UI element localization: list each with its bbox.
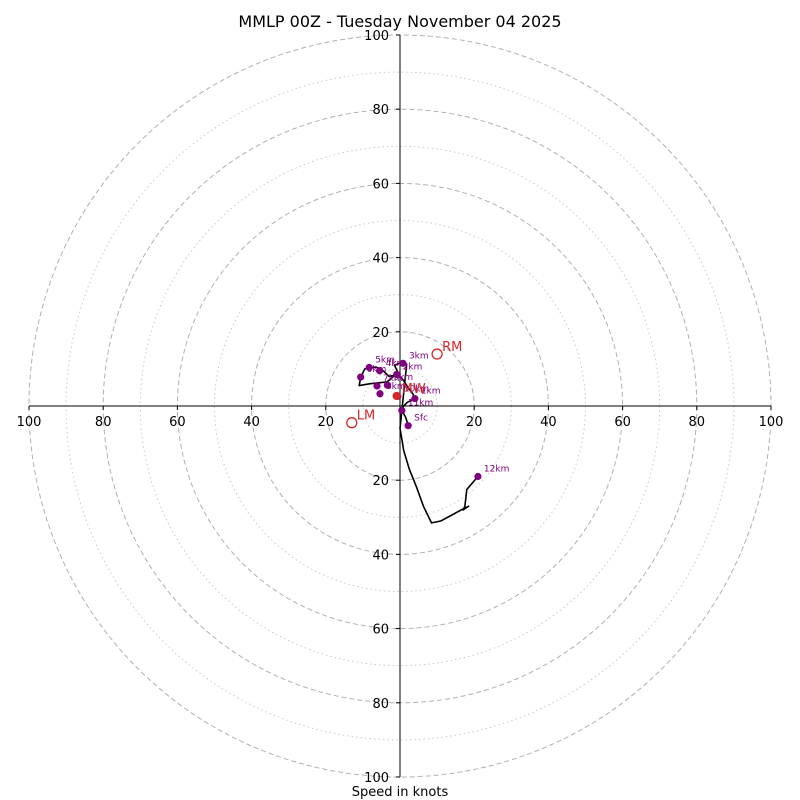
y-tick-label: 40 [372, 548, 389, 563]
tick-labels: 100 80 60 40 20 20 40 60 80 100 100 80 60 40 20 20 40 60 8… [17, 29, 784, 786]
height-marker-9km [383, 381, 391, 389]
y-tick-label: 60 [372, 177, 389, 192]
height-label-6km: 6km [367, 365, 387, 375]
y-tick-label: 80 [372, 103, 389, 118]
height-label-10km: 10km [404, 384, 429, 394]
axes [29, 35, 771, 777]
chart-title: MMLP 00Z - Tuesday November 04 2025 [238, 12, 561, 31]
y-tick-label: 80 [372, 697, 389, 712]
height-marker-Sfc [404, 422, 412, 430]
height-marker-7km [373, 382, 381, 390]
height-label-12km: 12km [484, 464, 509, 474]
y-tick-label: 20 [372, 474, 389, 489]
height-label-4km: 4km [386, 359, 406, 369]
x-tick-label: 20 [318, 415, 335, 430]
y-tick-label: 100 [364, 29, 389, 44]
y-tick-label: 20 [372, 326, 389, 341]
storm-label-RM: RM [442, 340, 462, 355]
height-label-11km: 11km [408, 398, 433, 408]
storm-label-MW: MW [402, 382, 426, 397]
x-axis-label: Speed in knots [352, 785, 449, 800]
x-tick-label: 40 [540, 415, 557, 430]
height-label-1km: 1km [421, 387, 441, 397]
height-label-2km: 2km [403, 362, 423, 372]
x-tick-label: 20 [466, 415, 483, 430]
height-marker-3km [399, 359, 407, 367]
height-marker-8km [376, 390, 384, 398]
x-tick-label: 80 [95, 415, 112, 430]
x-tick-label: 40 [243, 415, 260, 430]
storm-label-LM: LM [357, 409, 375, 424]
height-marker-12km [474, 472, 482, 481]
height-label-7km: 7km [383, 374, 403, 384]
x-tick-label: 60 [614, 415, 631, 430]
height-label-8km: 8km [386, 382, 406, 392]
x-tick-label: 100 [759, 415, 784, 430]
x-tick-label: 100 [17, 415, 42, 430]
height-marker-2km [393, 370, 401, 379]
storm-marker-MW [392, 391, 401, 401]
height-label-3km: 3km [409, 351, 429, 361]
storm-motion-markers: RM LM MW [346, 340, 462, 429]
height-label-9km: 9km [393, 373, 413, 383]
height-marker-6km [357, 373, 365, 381]
height-label-Sfc: Sfc [414, 414, 428, 424]
height-marker-4km [375, 367, 384, 375]
x-tick-label: 80 [689, 415, 706, 430]
height-marker-11km [398, 406, 406, 415]
y-tick-label: 100 [364, 771, 389, 786]
height-marker-5km [365, 363, 373, 372]
x-tick-label: 60 [169, 415, 186, 430]
height-label-5km: 5km [375, 355, 395, 365]
storm-marker-LM [346, 417, 358, 429]
height-marker-1km [411, 394, 419, 403]
y-tick-label: 60 [372, 623, 389, 638]
y-tick-label: 40 [372, 252, 389, 267]
storm-marker-RM [431, 348, 443, 360]
